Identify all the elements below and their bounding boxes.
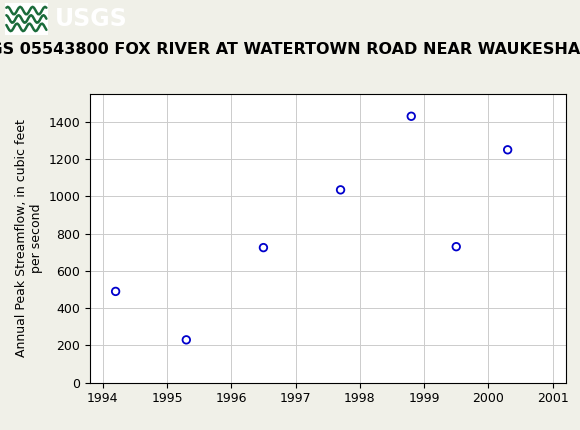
Text: USGS: USGS — [55, 7, 128, 31]
Point — [111, 288, 120, 295]
Point — [452, 243, 461, 250]
Y-axis label: Annual Peak Streamflow, in cubic feet
per second: Annual Peak Streamflow, in cubic feet pe… — [14, 120, 43, 357]
Bar — [5, 3, 48, 35]
Point — [336, 187, 345, 194]
Point — [407, 113, 416, 120]
Point — [182, 336, 191, 343]
Text: USGS 05543800 FOX RIVER AT WATERTOWN ROAD NEAR WAUKESHA, WI: USGS 05543800 FOX RIVER AT WATERTOWN ROA… — [0, 42, 580, 57]
Point — [259, 244, 268, 251]
Point — [503, 146, 512, 153]
